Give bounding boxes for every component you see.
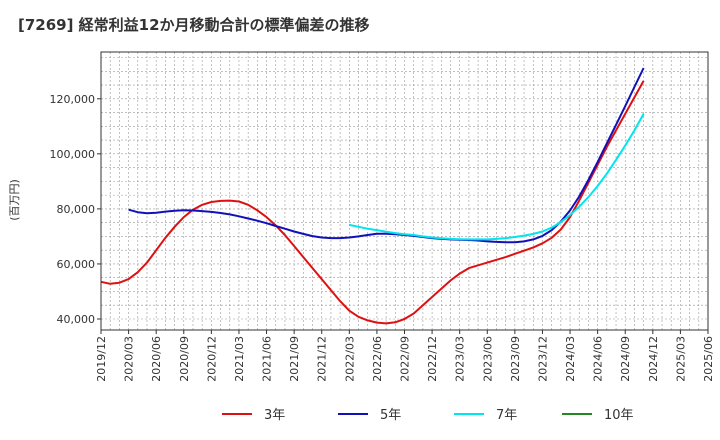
plot-background [101,52,708,330]
x-tick-label: 2023/09 [509,336,522,382]
x-tick-label: 2024/03 [564,336,577,382]
x-tick-label: 2020/03 [123,336,136,382]
x-tick-label: 2022/03 [343,336,356,382]
x-tick-labels: 2019/12 2020/03 2020/06 2020/09 2020/12 2021/… [95,330,715,382]
x-tick-label: 2021/03 [233,336,246,382]
x-tick-label: 2023/06 [481,336,494,382]
x-tick-label: 2021/12 [316,336,329,382]
x-tick-label: 2025/03 [674,336,687,382]
legend: 3年 5年 7年 10年 [222,408,634,423]
y-tick-label: 120,000 [50,93,96,106]
chart-title: [7269] 経常利益12か月移動合計の標準偏差の推移 [18,16,370,34]
x-tick-label: 2020/12 [205,336,218,382]
x-tick-label: 2022/12 [426,336,439,382]
y-tick-labels: 40,000 60,000 80,000 100,000 120,000 [50,93,101,326]
y-tick-label: 80,000 [57,203,96,216]
x-tick-label: 2019/12 [95,336,108,382]
x-tick-label: 2021/06 [261,336,274,382]
x-tick-label: 2023/03 [454,336,467,382]
series-line-3 [349,113,645,241]
x-tick-label: 2024/09 [619,336,632,382]
x-tick-label: 2020/09 [178,336,191,382]
legend-label-1: 3年 [264,408,285,423]
x-tick-label: 2020/06 [150,336,163,382]
x-tick-label: 2021/09 [288,336,301,382]
x-tick-label: 2024/12 [647,336,660,382]
x-tick-label: 2023/12 [536,336,549,382]
y-tick-label: 60,000 [57,258,96,271]
x-tick-label: 2022/09 [399,336,412,382]
y-tick-label: 40,000 [57,313,96,326]
plot-area [101,52,708,330]
legend-label-3: 7年 [496,408,517,423]
x-tick-label: 2025/06 [702,336,715,382]
legend-label-4: 10年 [604,408,634,423]
legend-label-2: 5年 [380,408,401,423]
y-tick-label: 100,000 [50,148,96,161]
gridlines [100,52,709,330]
y-axis-label: (百万円) [8,179,21,221]
series-lines [100,67,645,325]
x-tick-label: 2024/06 [592,336,605,382]
x-tick-label: 2022/06 [371,336,384,382]
